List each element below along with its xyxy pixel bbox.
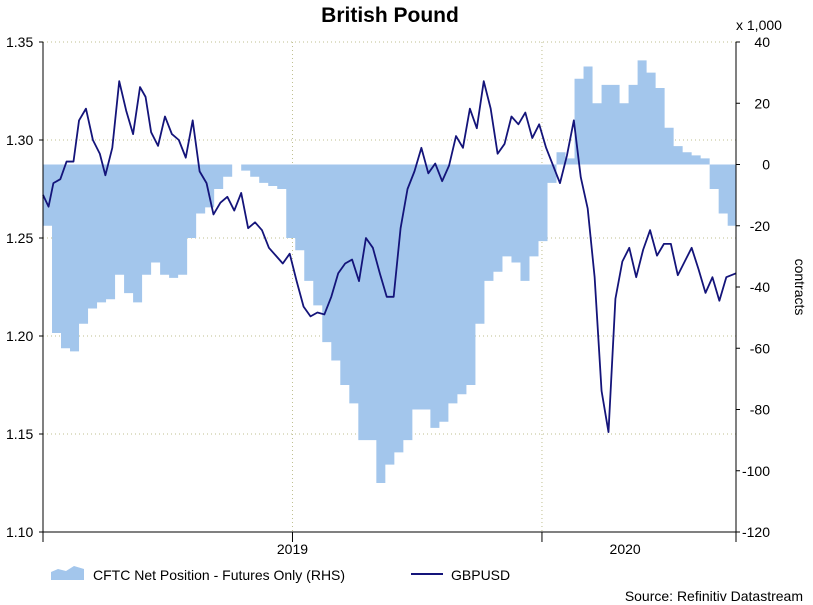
right-tick-label: 40 (754, 34, 770, 50)
source-note: Source: Refinitiv Datastream (625, 588, 803, 604)
left-tick-label: 1.30 (6, 132, 33, 148)
gbpusd-line-series (42, 80, 737, 433)
left-tick-label: 1.10 (6, 524, 33, 540)
legend-label-gbpusd: GBPUSD (451, 567, 510, 583)
right-tick-label: 0 (762, 157, 770, 173)
legend: CFTC Net Position - Futures Only (RHS) G… (51, 566, 510, 583)
legend-label-cftc: CFTC Net Position - Futures Only (RHS) (93, 567, 345, 583)
left-tick-label: 1.15 (6, 426, 33, 442)
axes: 1.10 1.15 1.20 1.25 1.30 1.35 -120 -100 -80 -60 -4… (6, 34, 770, 557)
right-tick-label: -120 (742, 524, 770, 540)
right-tick-label: -60 (750, 340, 770, 356)
right-tick-label: 20 (754, 95, 770, 111)
left-tick-label: 1.25 (6, 230, 33, 246)
right-tick-label: -80 (750, 402, 770, 418)
gbpusd-line (42, 80, 737, 433)
legend-area-swatch (51, 566, 84, 580)
x-tick-label: 2020 (610, 541, 641, 557)
x-tick-label: 2019 (277, 541, 308, 557)
right-axis-label: contracts (792, 259, 808, 316)
right-tick-label: -40 (750, 279, 770, 295)
cftc-area (43, 60, 736, 483)
right-tick-label: -20 (750, 218, 770, 234)
cftc-area-series (43, 60, 736, 483)
left-tick-label: 1.35 (6, 34, 33, 50)
right-axis-multiplier: x 1,000 (736, 17, 782, 33)
grid (43, 41, 736, 532)
right-tick-label: -100 (742, 463, 770, 479)
chart-title: British Pound (321, 4, 459, 27)
left-tick-label: 1.20 (6, 328, 33, 344)
